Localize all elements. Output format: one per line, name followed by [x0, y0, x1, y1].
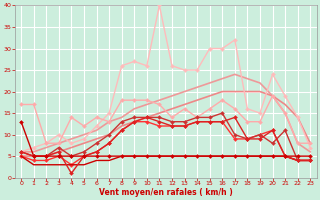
X-axis label: Vent moyen/en rafales ( km/h ): Vent moyen/en rafales ( km/h ) — [99, 188, 233, 197]
